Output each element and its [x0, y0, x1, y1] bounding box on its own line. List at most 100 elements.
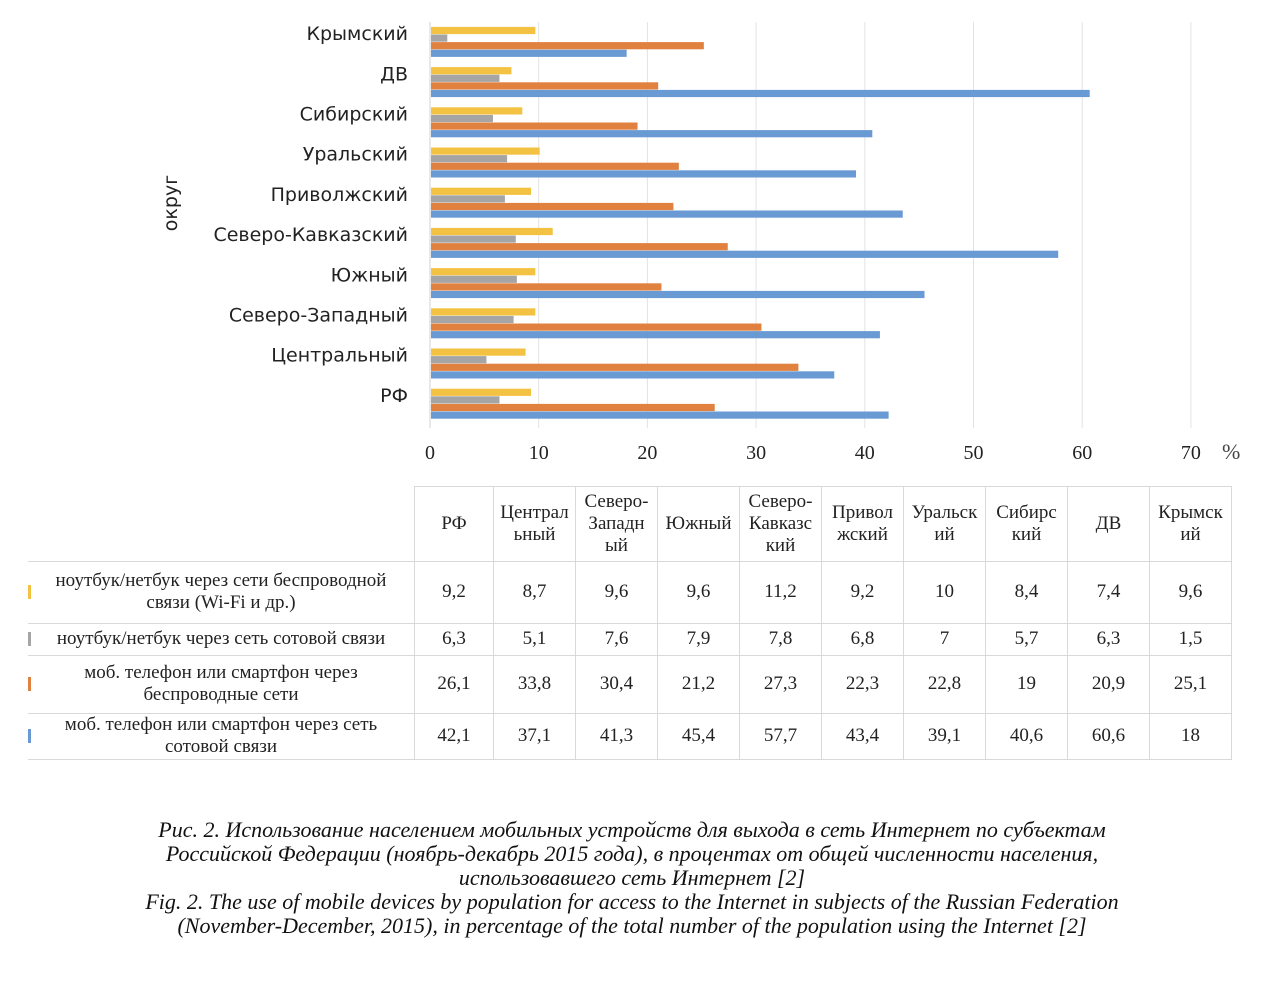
bar	[431, 290, 925, 299]
table-cell: 20,9	[1067, 654, 1150, 714]
bar	[431, 411, 889, 419]
x-axis-unit-label: %	[1222, 439, 1240, 464]
bar	[431, 235, 516, 243]
table-cell: 7,9	[657, 622, 740, 656]
table-cell: 45,4	[657, 712, 740, 760]
table-cell: 39,1	[903, 712, 986, 760]
table-cell: 26,1	[414, 654, 494, 714]
table-cell: 1,5	[1149, 622, 1232, 656]
header-text-line: Крымск	[1158, 501, 1223, 523]
table-cell: 11,2	[739, 560, 822, 624]
table-cell: 21,2	[657, 654, 740, 714]
legend-key	[28, 632, 31, 646]
category-label: Уральский	[303, 144, 408, 166]
bar	[431, 275, 517, 283]
bar	[431, 315, 514, 324]
legend-key	[28, 729, 31, 743]
bar	[431, 323, 762, 331]
header-text-line: ый	[605, 534, 628, 556]
table-row: моб. телефон или смартфон через беспровод…	[28, 654, 1232, 714]
bar	[431, 67, 512, 75]
header-text-line: кий	[765, 534, 796, 556]
table-column-header: Крымск ий	[1149, 486, 1232, 562]
header-text-line: кий	[1011, 523, 1042, 545]
bar	[431, 130, 873, 138]
row-label-line: ноутбук/нетбук через сети беспроводной	[55, 570, 387, 591]
bar	[431, 202, 674, 211]
bar	[431, 331, 880, 339]
table-cell: 10	[903, 560, 986, 624]
category-label: ДВ	[380, 63, 408, 85]
table-cell: 19	[985, 654, 1068, 714]
bar	[431, 114, 493, 123]
x-tick-label: 50	[964, 442, 984, 464]
table-cell: 30,4	[575, 654, 658, 714]
row-label-line: моб. телефон или смартфон через	[84, 662, 358, 683]
gridlines	[429, 22, 1192, 428]
header-text-line: ий	[1180, 523, 1201, 545]
table-cell: 6,8	[821, 622, 904, 656]
caption-ru-line-3: использовавшего сеть Интернет [2]	[458, 865, 806, 890]
legend-key	[28, 585, 31, 599]
row-label-line: сотовой связи	[164, 736, 278, 757]
table-cell: 6,3	[1067, 622, 1150, 656]
table-cell: 60,6	[1067, 712, 1150, 760]
table-row-header: ноутбук/нетбук через сети беспроводной св…	[28, 560, 415, 624]
bar	[431, 26, 536, 35]
row-label-line: связи (Wi-Fi и др.)	[146, 592, 296, 613]
bar	[431, 155, 508, 163]
x-tick-label: 70	[1181, 442, 1201, 464]
table-cell: 7,8	[739, 622, 822, 656]
table-cell: 40,6	[985, 712, 1068, 760]
table-corner	[28, 486, 415, 562]
bar	[431, 122, 638, 130]
category-label: Северо-Кавказский	[213, 224, 408, 246]
category-label: Приволжский	[271, 184, 408, 206]
y-axis-label: округ	[160, 175, 182, 231]
bar	[431, 227, 553, 236]
x-tick-label: 10	[529, 442, 549, 464]
x-tick-label: 60	[1072, 442, 1092, 464]
table-cell: 27,3	[739, 654, 822, 714]
table-column-header: Уральск ий	[903, 486, 986, 562]
bar	[431, 162, 679, 170]
caption-ru-line-2: Российской Федерации (ноябрь-декабрь 201…	[165, 841, 1099, 866]
category-label: Центральный	[271, 345, 408, 367]
bar	[431, 403, 715, 412]
bar	[431, 170, 857, 178]
table-cell: 42,1	[414, 712, 494, 760]
table-cell: 5,1	[493, 622, 576, 656]
table-row: ноутбук/нетбук через сеть сотовой связи 6…	[28, 622, 1232, 656]
bar	[431, 396, 500, 404]
bar	[431, 195, 505, 203]
table-cell: 43,4	[821, 712, 904, 760]
table-row-header: моб. телефон или смартфон через беспровод…	[28, 654, 415, 714]
header-text-line: РФ	[441, 512, 467, 534]
table-column-header: ДВ	[1067, 486, 1150, 562]
bar	[431, 356, 487, 364]
legend-key	[28, 677, 31, 691]
header-text-line: Централ	[500, 501, 569, 523]
header-text-line: ий	[934, 523, 955, 545]
header-text-line: ДВ	[1095, 512, 1122, 534]
table-cell: 7,4	[1067, 560, 1150, 624]
table-cell: 9,6	[575, 560, 658, 624]
table-row: ноутбук/нетбук через сети беспроводной св…	[28, 560, 1232, 624]
table-column-header: Централ ьный	[493, 486, 576, 562]
bar	[431, 74, 500, 82]
header-text-line: Уральск	[911, 501, 978, 523]
x-tick-label: 40	[855, 442, 875, 464]
category-label: Крымский	[306, 23, 408, 45]
header-text-line: жский	[837, 523, 888, 545]
bar	[431, 363, 799, 371]
table-row-header: ноутбук/нетбук через сеть сотовой связи	[28, 622, 415, 656]
caption-en-line-2: (November-December, 2015), in percentage…	[177, 913, 1087, 938]
row-label-line: моб. телефон или смартфон через сеть	[64, 714, 378, 735]
table-cell: 9,2	[414, 560, 494, 624]
bar	[431, 268, 536, 276]
x-tick-label: 30	[746, 442, 766, 464]
row-label-line: беспроводные сети	[143, 684, 299, 705]
category-label: Южный	[331, 264, 408, 286]
bar-chart: РФ Центральный Северо-Западный Южный Северо-…	[160, 22, 1240, 464]
table-cell: 9,2	[821, 560, 904, 624]
